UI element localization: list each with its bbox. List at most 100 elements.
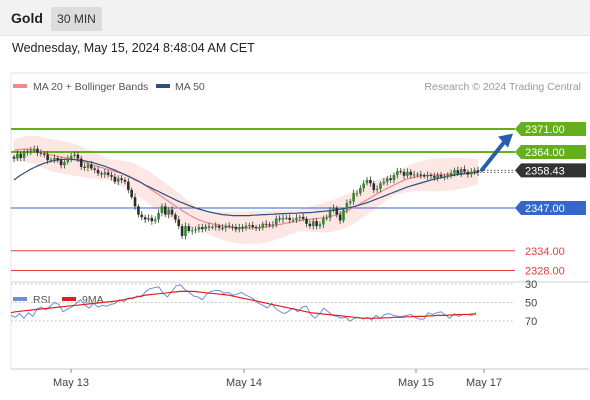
candle-body [100, 173, 103, 175]
bollinger-bands [14, 135, 478, 245]
candle-body [49, 159, 53, 161]
candle-body [419, 174, 423, 176]
candle-body [237, 227, 241, 230]
candle-body [214, 225, 218, 228]
datetime-label: Wednesday, May 15, 2024 8:48:04 AM CET [12, 41, 255, 55]
candle-body [170, 209, 174, 215]
candle-body [439, 175, 443, 177]
candle-body [86, 164, 90, 168]
resistance-level-tag [515, 145, 586, 160]
last-price-tag [515, 163, 586, 178]
candle-body [315, 221, 318, 227]
candle-body [463, 169, 466, 172]
candle-body [76, 154, 80, 159]
candle-body [412, 174, 416, 176]
candle-body [342, 209, 345, 221]
candle-body [157, 212, 160, 220]
candle-body [153, 219, 157, 222]
candle-body [197, 227, 201, 230]
candle-body [137, 206, 140, 215]
rsi-legend-swatch [13, 297, 27, 301]
x-tick-label: May 13 [53, 377, 89, 389]
candle-body [123, 180, 127, 182]
pivot-level-label: 2347.00 [525, 203, 565, 215]
candle-body [26, 151, 29, 153]
price-legend: MA 20 + Bollinger Bands MA 50 Research ©… [13, 81, 581, 93]
candle-body [359, 188, 362, 194]
candle-body [42, 153, 46, 155]
candle-body [318, 224, 322, 227]
candle-body [190, 230, 194, 232]
candle-body [365, 180, 369, 184]
candle-body [244, 225, 248, 229]
ma50-legend-swatch [156, 84, 170, 88]
candle-body [187, 226, 191, 232]
candle-body [379, 183, 382, 189]
candle-body [355, 193, 359, 195]
top-bar: Gold 30 MIN [0, 0, 590, 36]
candle-body [32, 148, 36, 151]
candle-body [258, 227, 261, 229]
candle-body [325, 217, 328, 219]
candle-body [106, 172, 110, 176]
candle-body [73, 154, 76, 156]
candle-body [268, 224, 271, 226]
candle-body [375, 188, 379, 190]
candle-body [389, 178, 392, 181]
candle-body [140, 214, 144, 218]
candle-body [278, 218, 281, 220]
candle-body [248, 225, 251, 227]
instrument-title: Gold [11, 10, 43, 26]
ma9-legend-swatch [62, 297, 76, 301]
rsi-tick-label: 50 [525, 298, 537, 310]
candle-body [53, 157, 56, 160]
candle-body [271, 224, 275, 226]
candle-body [298, 216, 302, 218]
candle-body [352, 193, 355, 202]
candle-body [274, 218, 278, 225]
candle-body [311, 221, 315, 227]
candle-body [93, 168, 96, 170]
x-tick-label: May 14 [226, 377, 262, 389]
candle-body [234, 227, 238, 230]
candle-body [221, 227, 224, 229]
candle-body [446, 175, 450, 177]
candle-body [29, 150, 33, 152]
candle-body [167, 209, 170, 215]
candle-body [459, 169, 463, 174]
candle-body [174, 214, 177, 220]
candle-body [328, 209, 332, 218]
candle-body [59, 160, 63, 166]
candle-body [116, 178, 120, 182]
candle-body [449, 173, 453, 176]
candle-body [194, 229, 197, 231]
support-level-label: 2328.00 [525, 266, 565, 278]
bollinger-band-area [14, 135, 478, 245]
candle-body [164, 206, 167, 215]
candle-body [382, 181, 386, 184]
candle-body [399, 171, 402, 173]
rsi-line [10, 284, 477, 322]
candle-body [36, 148, 39, 153]
candle-body [69, 155, 73, 159]
candle-body [120, 178, 123, 181]
timeframe-button[interactable]: 30 MIN [51, 7, 102, 31]
candle-body [200, 227, 204, 230]
support-level-label: 2334.00 [525, 246, 565, 258]
candle-body [416, 174, 419, 176]
candle-body [322, 218, 325, 225]
candle-body [147, 217, 150, 220]
ma20-legend-label: MA 20 + Bollinger Bands [33, 81, 148, 93]
candle-body [160, 206, 164, 213]
candle-body [113, 176, 117, 182]
candle-body [83, 166, 86, 168]
candle-body [348, 201, 352, 204]
candle-body [469, 171, 473, 175]
candle-body [285, 217, 288, 219]
candle-body [66, 158, 70, 162]
candle-body [396, 171, 399, 176]
candle-body [261, 223, 265, 228]
candle-body [46, 154, 49, 161]
candle-body [56, 157, 60, 161]
candle-body [241, 227, 244, 229]
